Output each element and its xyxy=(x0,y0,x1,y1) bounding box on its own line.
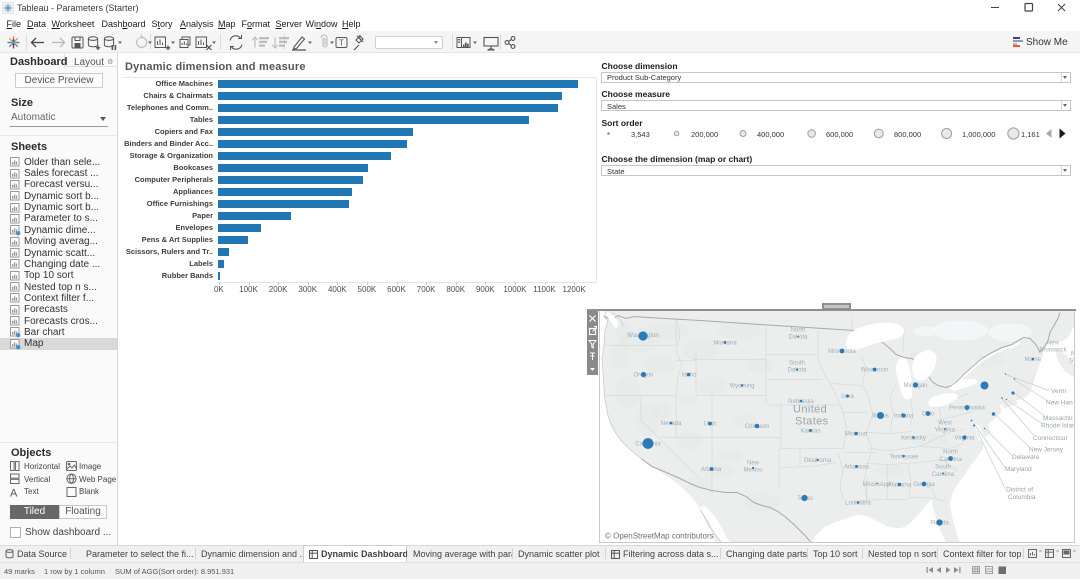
svg-text:South: South xyxy=(789,360,805,366)
svg-text:Delaware: Delaware xyxy=(1012,454,1040,461)
svg-text:Verm: Verm xyxy=(1051,388,1066,395)
svg-text:Dakota: Dakota xyxy=(788,334,808,340)
svg-text:District of: District of xyxy=(1006,486,1033,493)
svg-text:New Jersey: New Jersey xyxy=(1029,446,1064,453)
svg-text:N: N xyxy=(1071,350,1075,357)
svg-text:Tennessee: Tennessee xyxy=(889,454,919,460)
svg-text:Maryland: Maryland xyxy=(1005,466,1032,473)
svg-text:New: New xyxy=(1047,340,1060,346)
svg-text:West: West xyxy=(938,420,952,426)
svg-text:Massachu: Massachu xyxy=(1043,415,1073,422)
svg-text:T: T xyxy=(339,39,344,48)
svg-text:New: New xyxy=(747,460,760,466)
svg-text:Carolina: Carolina xyxy=(932,472,955,478)
svg-text:Connecticut: Connecticut xyxy=(1033,435,1068,442)
svg-text:Mississippi: Mississippi xyxy=(862,482,891,488)
svg-text:North: North xyxy=(943,449,958,455)
svg-text:Brunswick: Brunswick xyxy=(1039,347,1067,353)
svg-text:South: South xyxy=(935,464,951,470)
svg-text:New Han: New Han xyxy=(1046,399,1073,406)
svg-text:Virginia: Virginia xyxy=(935,427,956,433)
svg-text:A: A xyxy=(10,488,18,500)
svg-text:States: States xyxy=(795,415,829,427)
svg-text:North: North xyxy=(791,327,806,333)
svg-text:United: United xyxy=(793,403,827,415)
svg-text:© OpenStreetMap contributors: © OpenStreetMap contributors xyxy=(605,531,714,540)
svg-text:Mexico: Mexico xyxy=(743,467,763,473)
svg-text:Rhode Islan: Rhode Islan xyxy=(1041,422,1075,429)
svg-text:St: St xyxy=(1069,357,1075,364)
svg-text:Columbia: Columbia xyxy=(1008,494,1036,501)
